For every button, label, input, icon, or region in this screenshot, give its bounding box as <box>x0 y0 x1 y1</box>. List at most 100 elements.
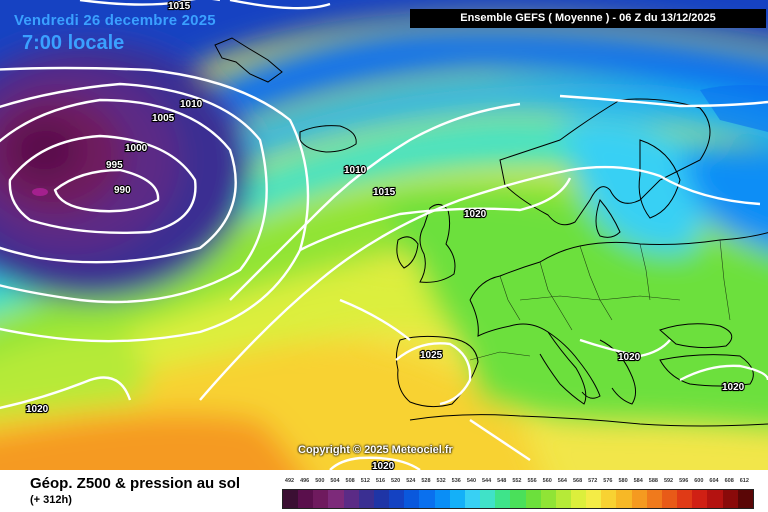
color-scale-label: 548 <box>497 478 507 484</box>
color-scale-swatch <box>525 490 541 508</box>
forecast-time: 7:00 locale <box>22 32 125 54</box>
isobar-990 <box>53 168 160 213</box>
isobar-1020-balkan <box>579 338 671 358</box>
isobar-labels: 1015 1010 1005 1000 995 990 1010 1015 10… <box>25 0 746 470</box>
lead-time: (+ 312h) <box>30 494 72 506</box>
color-scale-label: 512 <box>360 478 370 484</box>
isobar-1025 <box>395 342 472 406</box>
color-scale-label: 520 <box>391 478 401 484</box>
isobar-1010-nw <box>0 66 310 343</box>
color-scale-label: 496 <box>300 478 310 484</box>
color-scale-swatch <box>555 490 571 508</box>
color-scale-label: 560 <box>542 478 552 484</box>
color-scale-swatch <box>389 490 405 508</box>
isobar-label: 1010 <box>180 99 203 110</box>
isobar-label: 1020 <box>464 209 487 220</box>
isobar-label: 1025 <box>420 350 443 361</box>
color-scale-label: 516 <box>375 478 386 484</box>
color-scale-swatch <box>586 490 602 508</box>
isobar-1020-sw <box>0 376 132 410</box>
isobar-label: 990 <box>114 185 131 196</box>
isobar-1015-mid <box>199 165 761 401</box>
color-scale-swatch <box>631 490 647 508</box>
color-scale-swatch <box>707 490 723 508</box>
color-scale-label: 576 <box>603 478 613 484</box>
isobar-label: 1015 <box>168 1 191 12</box>
color-scale-swatch <box>616 490 632 508</box>
isobar-1010-north <box>559 94 768 108</box>
color-scale-label: 540 <box>466 478 477 484</box>
color-scale-label: 568 <box>572 478 583 484</box>
color-scale-swatch <box>313 490 329 508</box>
country-borders <box>469 239 731 361</box>
color-scale-swatch <box>677 490 693 508</box>
color-scale-swatch <box>283 490 299 508</box>
color-scale-swatch <box>373 490 390 508</box>
color-scale-label: 584 <box>633 478 643 484</box>
isobar-label: 1020 <box>722 382 745 393</box>
color-scale-swatch <box>737 490 753 508</box>
isobar-label: 1015 <box>373 187 396 198</box>
isobars <box>0 0 768 470</box>
parameter-title: Géop. Z500 & pression au sol <box>30 475 241 492</box>
color-scale-swatch <box>328 490 344 508</box>
isobar-label: 1020 <box>372 461 395 470</box>
color-scale-label: 544 <box>482 478 492 484</box>
color-scale-swatch <box>510 490 526 508</box>
color-scale-label: 588 <box>648 478 658 484</box>
color-scale-label: 600 <box>694 478 704 484</box>
color-scale-swatch <box>480 490 496 508</box>
color-scale-swatch <box>464 490 481 508</box>
isobar-1020-east <box>679 364 768 382</box>
color-scale-swatch <box>661 490 678 508</box>
isobar-label: 1020 <box>26 404 49 415</box>
color-scale-swatch <box>495 490 511 508</box>
color-scale-label: 532 <box>436 478 446 484</box>
color-scale-label: 604 <box>709 478 719 484</box>
isobar-1025-b <box>339 298 411 341</box>
color-scale-label: 524 <box>406 478 416 484</box>
color-scale-swatch <box>570 490 587 508</box>
forecast-date: Vendredi 26 decembre 2025 <box>14 12 216 29</box>
isobar-label: 995 <box>106 160 123 171</box>
color-scale-label: 608 <box>724 478 734 484</box>
color-scale <box>282 489 754 509</box>
color-scale-swatch <box>343 490 359 508</box>
geopotential-field <box>0 0 768 470</box>
isobar-1010-mid <box>229 102 521 301</box>
isobar-label: 1020 <box>618 352 641 363</box>
color-scale-label: 492 <box>284 478 295 484</box>
color-scale-label: 508 <box>345 478 355 484</box>
color-scale-swatch <box>646 490 662 508</box>
color-scale-label: 580 <box>618 478 628 484</box>
color-scale-label: 572 <box>588 478 598 484</box>
isobar-label: 1000 <box>125 143 148 154</box>
color-scale-label: 528 <box>421 478 431 484</box>
color-scale-swatch <box>404 490 420 508</box>
isobar-1000 <box>0 98 237 264</box>
color-scale-swatch <box>358 490 374 508</box>
color-scale-label: 612 <box>739 478 749 484</box>
color-scale-label: 536 <box>451 478 461 484</box>
color-scale-label: 592 <box>663 478 674 484</box>
color-scale-swatch <box>601 490 617 508</box>
isobar-1020-se <box>469 419 531 461</box>
isobar-1020-north <box>299 177 572 252</box>
color-scale-label: 564 <box>557 478 567 484</box>
isobar-label: 1005 <box>152 113 175 124</box>
isobar-label: 1010 <box>344 165 367 176</box>
isobar-1015-nw <box>229 0 331 10</box>
color-scale-swatch <box>449 490 465 508</box>
isobar-1005 <box>0 82 268 304</box>
copyright-notice: Copyright © 2025 Meteociel.fr <box>298 444 453 456</box>
geopotential-map-canvas: 1015 1010 1005 1000 995 990 1010 1015 10… <box>0 0 768 470</box>
model-run-banner: Ensemble GEFS ( Moyenne ) - 06 Z du 13/1… <box>410 9 766 28</box>
isobar-1020-bottom <box>329 456 421 470</box>
color-scale-swatch <box>722 490 738 508</box>
isobar-995 <box>8 134 197 234</box>
color-scale-labels: 492 496 500 504 508 512 516 520 524 528 532 536 540 5… <box>282 478 752 488</box>
color-scale-label: 504 <box>330 478 340 484</box>
weather-map: 1015 1010 1005 1000 995 990 1010 1015 10… <box>0 0 768 470</box>
color-scale-swatch <box>540 490 556 508</box>
color-scale-swatch <box>692 490 708 508</box>
